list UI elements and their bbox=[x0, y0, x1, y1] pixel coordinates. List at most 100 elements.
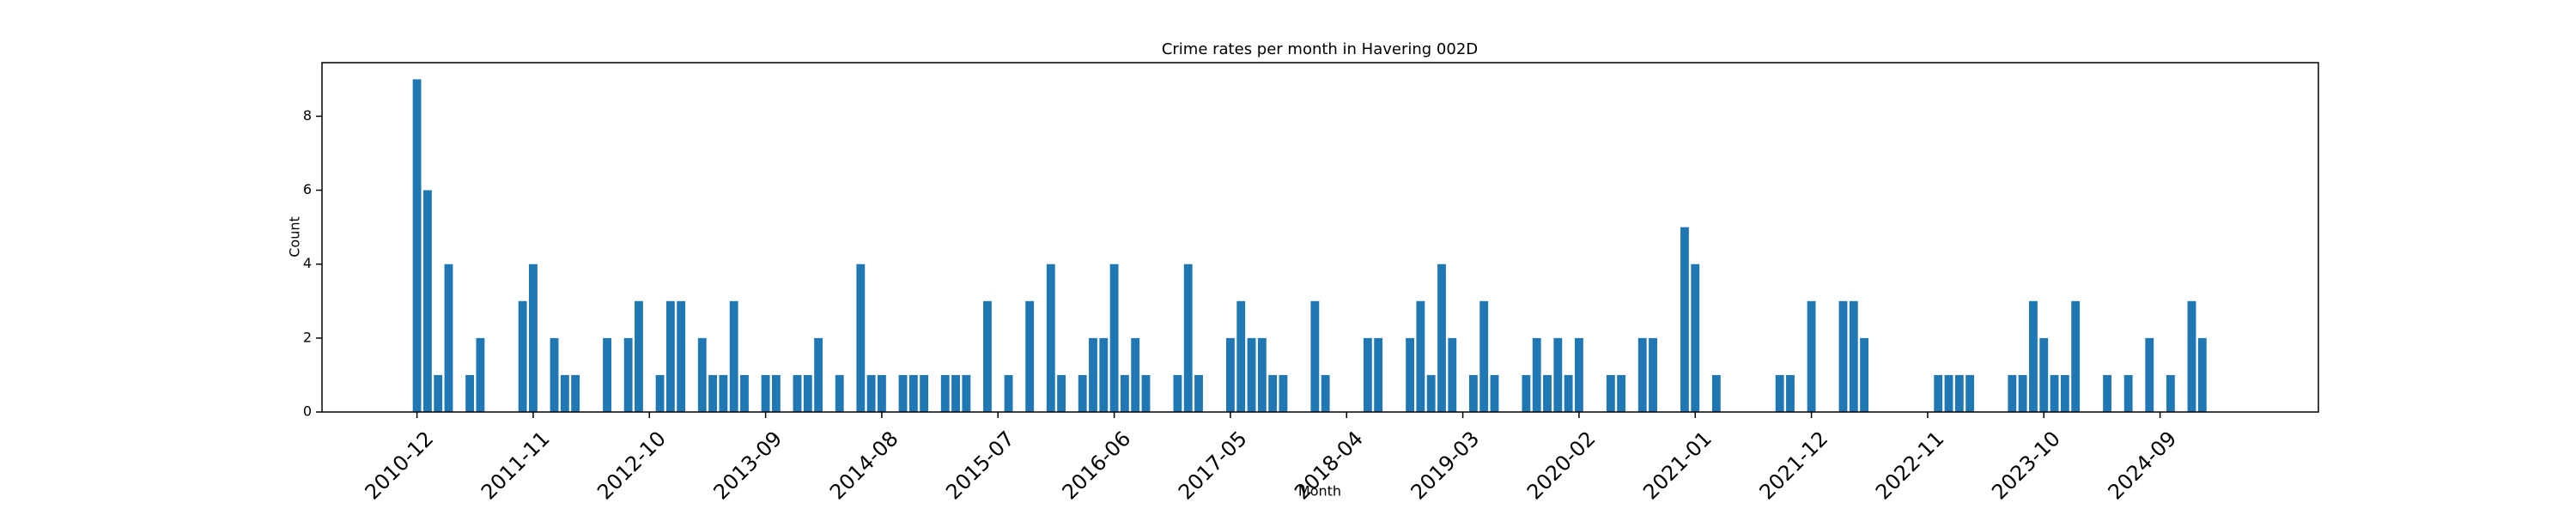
bar bbox=[1532, 337, 1541, 412]
bar bbox=[793, 374, 802, 412]
bar bbox=[1406, 337, 1414, 412]
bar bbox=[2029, 300, 2038, 412]
bar bbox=[719, 374, 728, 412]
bar bbox=[1807, 300, 1816, 412]
bar bbox=[898, 374, 908, 412]
bar bbox=[940, 374, 950, 412]
bar bbox=[1257, 337, 1267, 412]
bar bbox=[920, 374, 929, 412]
bar bbox=[2187, 300, 2196, 412]
bar bbox=[412, 79, 422, 412]
bar bbox=[2008, 374, 2017, 412]
bar bbox=[835, 374, 844, 412]
bar bbox=[1574, 337, 1583, 412]
bar bbox=[962, 374, 971, 412]
y-tick-label: 6 bbox=[303, 181, 312, 197]
bar bbox=[1954, 374, 1964, 412]
bar bbox=[697, 337, 707, 412]
x-tick-label: 2011-11 bbox=[477, 427, 555, 505]
chart-title: Crime rates per month in Havering 002D bbox=[1162, 40, 1478, 58]
x-tick-label: 2010-12 bbox=[361, 427, 439, 505]
bar bbox=[1775, 374, 1784, 412]
bar bbox=[1606, 374, 1615, 412]
x-axis-label: Month bbox=[1298, 483, 1341, 500]
bar bbox=[1934, 374, 1943, 412]
bar bbox=[1268, 374, 1278, 412]
bar bbox=[655, 374, 665, 412]
bar bbox=[983, 300, 992, 412]
bar bbox=[1183, 264, 1193, 412]
x-tick-label: 2021-12 bbox=[1755, 427, 1833, 505]
bar bbox=[1522, 374, 1531, 412]
bar bbox=[2103, 374, 2111, 412]
bar bbox=[476, 337, 485, 412]
bar bbox=[761, 374, 770, 412]
bar bbox=[623, 337, 633, 412]
bar bbox=[1468, 374, 1478, 412]
bar bbox=[2123, 374, 2133, 412]
bar bbox=[1057, 374, 1066, 412]
bar bbox=[603, 337, 611, 412]
x-tick-label: 2023-10 bbox=[1987, 427, 2065, 505]
x-tick-label: 2022-11 bbox=[1871, 427, 1949, 505]
bar bbox=[2018, 374, 2027, 412]
bar bbox=[1944, 374, 1953, 412]
bar bbox=[2197, 337, 2207, 412]
bar bbox=[1046, 264, 1055, 412]
y-tick-label: 4 bbox=[303, 255, 312, 271]
x-tick-label: 2019-03 bbox=[1406, 427, 1485, 505]
y-tick-label: 8 bbox=[303, 107, 312, 124]
bar bbox=[2145, 337, 2154, 412]
bar bbox=[1141, 374, 1151, 412]
bar bbox=[1247, 337, 1256, 412]
bar bbox=[665, 300, 675, 412]
bar bbox=[1553, 337, 1563, 412]
x-tick-label: 2015-07 bbox=[941, 427, 1019, 505]
bar bbox=[866, 374, 876, 412]
bar bbox=[1649, 337, 1657, 412]
bar bbox=[1711, 374, 1721, 412]
bar bbox=[1173, 374, 1182, 412]
bar bbox=[1838, 300, 1848, 412]
x-tick-label: 2014-08 bbox=[825, 427, 903, 505]
bar bbox=[814, 337, 823, 412]
y-tick-label: 0 bbox=[303, 403, 312, 420]
bar bbox=[1786, 374, 1795, 412]
bar bbox=[422, 190, 432, 413]
plot-frame bbox=[321, 62, 2319, 413]
bar bbox=[1131, 337, 1140, 412]
bar bbox=[1965, 374, 1975, 412]
bar bbox=[1543, 374, 1552, 412]
bar bbox=[1025, 300, 1035, 412]
bar bbox=[771, 374, 781, 412]
bar bbox=[560, 374, 569, 412]
x-tick-label: 2016-06 bbox=[1058, 427, 1136, 505]
bar bbox=[1691, 264, 1700, 412]
bar bbox=[677, 300, 686, 412]
bar bbox=[1321, 374, 1330, 412]
bar bbox=[2071, 300, 2081, 412]
bar bbox=[1099, 337, 1109, 412]
bar bbox=[856, 264, 866, 412]
bar bbox=[1564, 374, 1573, 412]
x-tick-label: 2017-05 bbox=[1174, 427, 1252, 505]
bar bbox=[1437, 264, 1446, 412]
bar bbox=[550, 337, 559, 412]
bar bbox=[1078, 374, 1087, 412]
bar bbox=[1448, 337, 1457, 412]
y-axis-label: Count bbox=[287, 216, 303, 258]
x-tick-label: 2021-01 bbox=[1638, 427, 1716, 505]
x-tick-label: 2020-02 bbox=[1522, 427, 1601, 505]
bar bbox=[740, 374, 749, 412]
bar bbox=[444, 264, 453, 412]
bar bbox=[571, 374, 580, 412]
bar bbox=[1226, 337, 1235, 412]
bar bbox=[708, 374, 718, 412]
bar bbox=[1637, 337, 1647, 412]
bar bbox=[1194, 374, 1203, 412]
bar bbox=[465, 374, 475, 412]
bar bbox=[878, 374, 886, 412]
x-tick-label: 2013-09 bbox=[709, 427, 787, 505]
bar bbox=[1374, 337, 1383, 412]
